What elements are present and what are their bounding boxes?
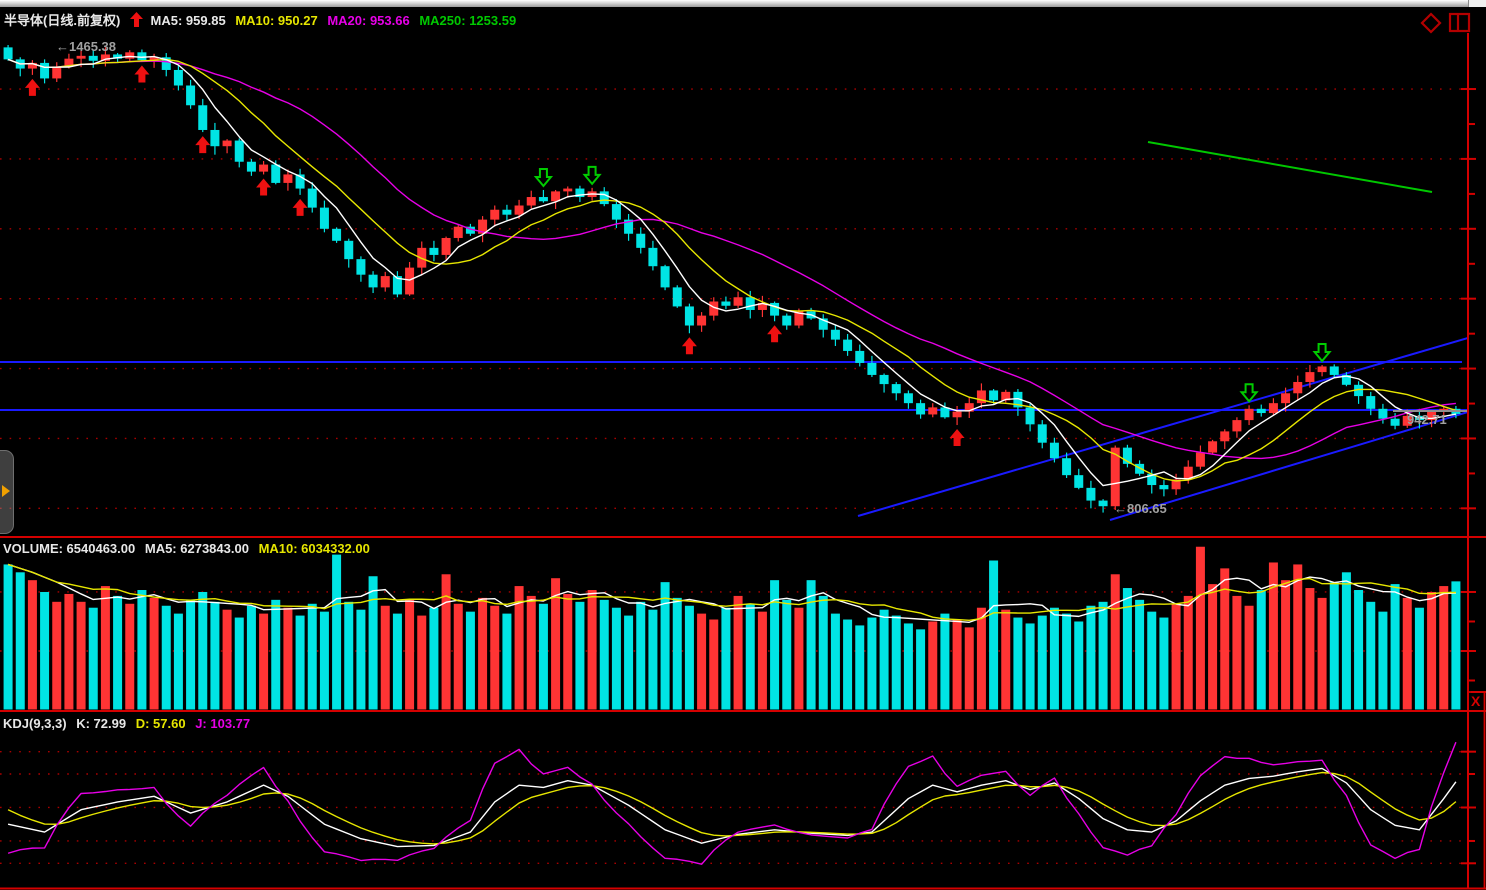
buy-signal-arrow <box>195 136 211 154</box>
kdj-k-label: K: 72.99 <box>76 716 127 731</box>
split-window-icon[interactable] <box>1448 12 1472 34</box>
instrument-title: 半导体(日线.前复权) <box>4 13 121 28</box>
buy-signal-arrow <box>767 325 783 343</box>
window-controls <box>1420 12 1472 36</box>
ma10-legend: MA10: 950.27 <box>235 13 318 28</box>
top-scrollbar-button[interactable] <box>1468 0 1486 7</box>
buy-signal-arrow <box>134 65 150 83</box>
up-arrow-icon <box>129 12 143 27</box>
ma20-legend: MA20: 953.66 <box>327 13 410 28</box>
main-pane-layer <box>0 44 1468 521</box>
buy-signal-arrow <box>292 198 308 216</box>
kdj-d-label: D: 57.60 <box>135 716 186 731</box>
top-scrollbar[interactable] <box>0 0 1486 7</box>
price-high-label: ←1465.38 <box>56 39 116 54</box>
kdj-j-label: J: 103.77 <box>195 716 251 731</box>
sell-signal-arrow <box>1312 343 1332 363</box>
sell-signal-arrow <box>1239 383 1259 403</box>
price-last-label: 942.71 <box>1407 412 1447 427</box>
main-chart-header: 半导体(日线.前复权) MA5: 959.85 MA10: 950.27 MA2… <box>4 10 522 29</box>
kdj-header: KDJ(9,3,3) K: 72.99 D: 57.60 J: 103.77 <box>3 716 256 731</box>
buy-signal-arrow <box>681 337 697 355</box>
buy-signal-arrow <box>949 429 965 447</box>
sell-signal-arrow <box>533 167 554 188</box>
kdj-pane-layer <box>0 741 1462 865</box>
volume-ma5-label: MA5: 6273843.00 <box>144 541 249 556</box>
restore-diamond-icon[interactable] <box>1420 12 1442 34</box>
sell-signal-arrow <box>582 165 602 186</box>
ma250-legend: MA250: 1253.59 <box>419 13 517 28</box>
kdj-title: KDJ(9,3,3) <box>3 716 67 731</box>
volume-value-label: VOLUME: 6540463.00 <box>3 541 136 556</box>
volume-pane-layer <box>0 546 1462 710</box>
price-low-label: ←806.65 <box>1114 501 1167 516</box>
left-panel-handle[interactable] <box>0 450 14 534</box>
volume-ma10-label: MA10: 6034332.00 <box>258 541 370 556</box>
buy-signal-arrow <box>24 78 40 96</box>
frame-layer <box>0 33 1486 890</box>
volume-header: VOLUME: 6540463.00 MA5: 6273843.00 MA10:… <box>3 541 376 556</box>
pane-close-button[interactable]: X <box>1471 691 1486 711</box>
buy-signal-arrow <box>256 178 272 196</box>
ma5-legend: MA5: 959.85 <box>150 13 226 28</box>
expand-arrow-icon <box>2 485 10 497</box>
